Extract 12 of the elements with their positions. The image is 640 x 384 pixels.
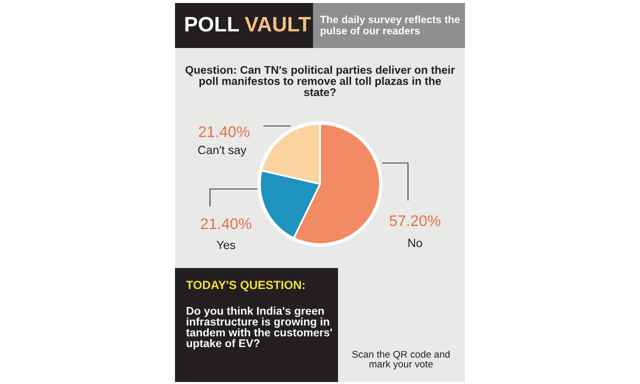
- data-label: 21.40%: [198, 126, 250, 138]
- text: Scan the QR code and mark your vote: [352, 350, 450, 370]
- data-label: 57.20%: [390, 215, 440, 226]
- text: Do you think India's green infrastructure is growing in tandem with the customers' uptake of EV?: [186, 306, 332, 350]
- text: TODAY'S QUESTION:: [186, 280, 304, 292]
- slice-label: No: [408, 238, 422, 248]
- slice-label: Yes: [216, 240, 236, 250]
- data-label: 21.40%: [200, 218, 252, 230]
- chart-subtitle: The daily survey reflects the pulse of our readers: [320, 16, 460, 36]
- slice-label: Can't say: [198, 146, 246, 156]
- text: Question: Can TN's political parties deliver on their poll manifestos to remove all toll plazas in the state?: [185, 66, 455, 96]
- chart-title: POLL VAULT: [185, 16, 311, 32]
